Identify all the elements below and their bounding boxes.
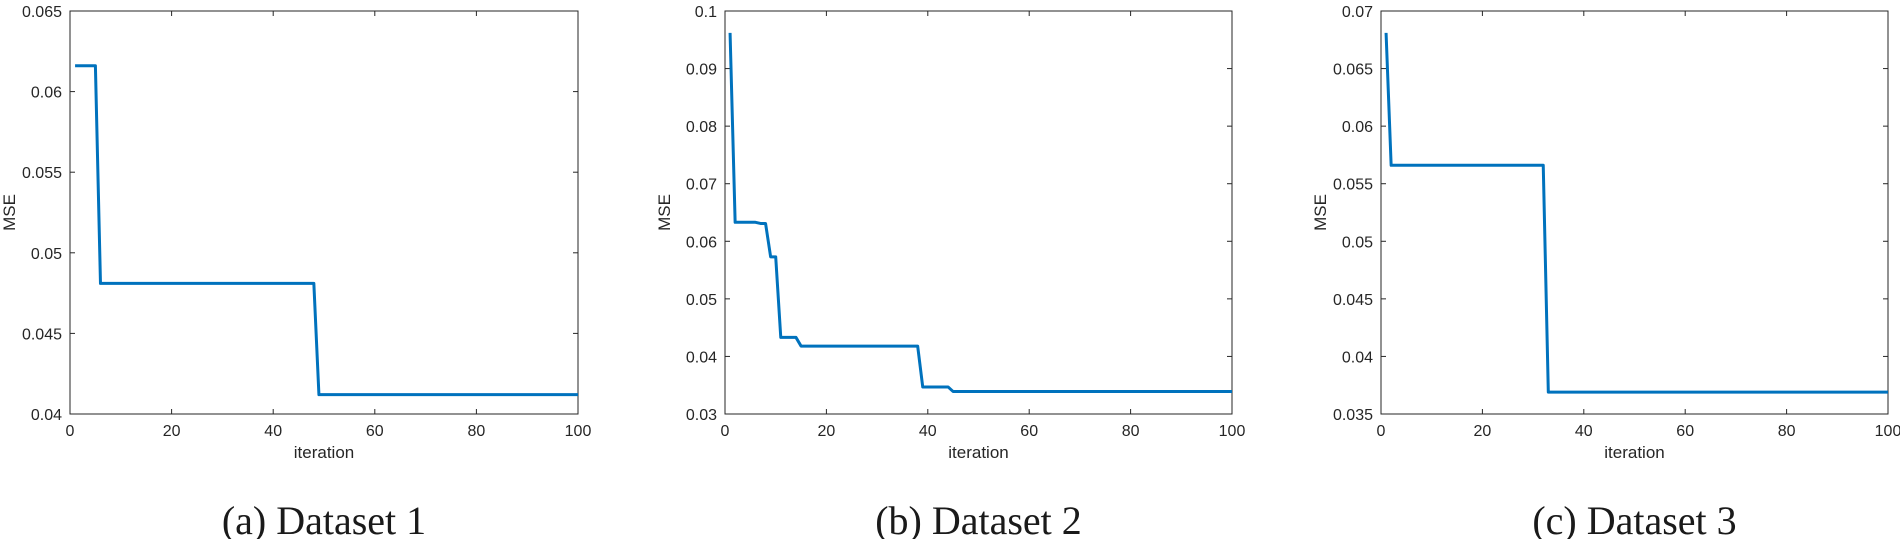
y-tick-label: 0.1 (695, 4, 717, 21)
x-tick-label: 80 (1778, 423, 1796, 440)
x-tick-label: 100 (1219, 423, 1246, 440)
plot-area-frame (724, 10, 1233, 415)
y-axis-label: MSE (1311, 194, 1330, 231)
x-tick-label: 60 (1020, 423, 1038, 440)
x-axis-label: iteration (294, 443, 354, 462)
y-tick-label: 0.04 (31, 407, 62, 424)
series-line-mse (75, 64, 578, 397)
chart-panel-3: 0 20 40 60 80 100 0.035 0.04 0.045 0.05 0.055 0.06 0… (1311, 4, 1900, 539)
x-tick-label: 80 (1122, 423, 1140, 440)
y-tick-label: 0.055 (22, 165, 62, 182)
y-tick-label: 0.07 (686, 177, 717, 194)
x-tick-label: 0 (721, 423, 730, 440)
x-axis-label: iteration (1604, 443, 1664, 462)
x-tick-label: 40 (1575, 423, 1593, 440)
y-tick-label: 0.04 (686, 349, 717, 366)
series-line-mse (728, 32, 1232, 394)
y-tick-label: 0.055 (1333, 177, 1373, 194)
x-tick-label: 0 (66, 423, 75, 440)
y-tick-label: 0.045 (1333, 292, 1373, 309)
y-tick-label: 0.06 (1342, 119, 1373, 136)
y-tick-label: 0.05 (31, 246, 62, 263)
y-tick-label: 0.035 (1333, 407, 1373, 424)
x-tick-label: 20 (163, 423, 181, 440)
y-tick-label: 0.065 (1333, 62, 1373, 79)
chart-panel-2: 0 20 40 60 80 100 0.03 0.04 0.05 0.06 0.07 0.08 0.09… (655, 4, 1245, 539)
y-tick-label: 0.05 (686, 292, 717, 309)
y-tick-label: 0.07 (1342, 4, 1373, 21)
plot-area-frame (1380, 10, 1889, 415)
y-axis-label: MSE (655, 194, 674, 231)
panel-caption: (b) Dataset 2 (875, 498, 1082, 539)
x-tick-label: 20 (818, 423, 836, 440)
y-axis-label: MSE (0, 194, 19, 231)
x-tick-label: 80 (468, 423, 486, 440)
x-tick-label: 100 (1875, 423, 1900, 440)
series-line-mse (1384, 32, 1888, 394)
x-axis-label: iteration (948, 443, 1008, 462)
y-tick-label: 0.04 (1342, 349, 1373, 366)
y-tick-label: 0.065 (22, 4, 62, 21)
panel-caption: (a) Dataset 1 (222, 498, 426, 539)
y-tick-label: 0.09 (686, 62, 717, 79)
x-tick-label: 60 (1676, 423, 1694, 440)
y-tick-label: 0.06 (686, 234, 717, 251)
y-tick-label: 0.05 (1342, 234, 1373, 251)
panel-caption: (c) Dataset 3 (1532, 498, 1736, 539)
x-tick-label: 100 (565, 423, 592, 440)
x-tick-label: 20 (1474, 423, 1492, 440)
x-tick-label: 60 (366, 423, 384, 440)
y-tick-label: 0.03 (686, 407, 717, 424)
x-tick-label: 40 (264, 423, 282, 440)
x-tick-label: 40 (919, 423, 937, 440)
y-tick-label: 0.08 (686, 119, 717, 136)
y-tick-label: 0.045 (22, 326, 62, 343)
plot-area-frame (69, 10, 579, 415)
y-tick-label: 0.06 (31, 85, 62, 102)
chart-panel-1: 0 20 40 60 80 100 0.04 0.045 0.05 0.055 0.06 0.065 i… (0, 4, 591, 539)
x-tick-label: 0 (1377, 423, 1386, 440)
